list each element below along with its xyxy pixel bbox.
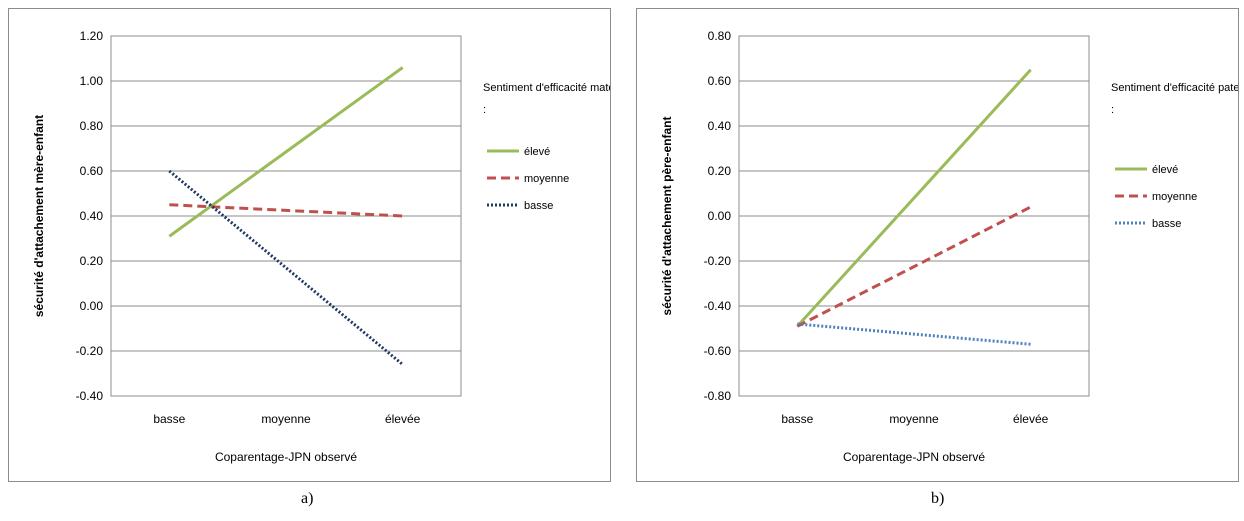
chart-b-ytick-label: -0.40 bbox=[704, 299, 732, 313]
chart-b-legend-title: Sentiment d'efficacité paternelle: bbox=[1111, 82, 1238, 116]
chart-b-xtick-label: moyenne bbox=[889, 412, 939, 426]
chart-a-ytick-label: 0.60 bbox=[80, 164, 104, 178]
chart-a-series-2-line bbox=[169, 203, 403, 218]
chart-b-ytick-label: 0.60 bbox=[708, 74, 732, 88]
caption-b: b) bbox=[931, 490, 945, 507]
chart-b-ytick-label: 0.80 bbox=[708, 29, 732, 43]
chart-a-xlabel: Coparentage-JPN observé bbox=[215, 450, 357, 464]
chart-b-legend-label-2: moyenne bbox=[1152, 191, 1197, 203]
chart-a-xtick-label: élevée bbox=[385, 412, 421, 426]
chart-a-ytick-label: 1.00 bbox=[80, 74, 104, 88]
chart-a-ytick-label: 0.80 bbox=[80, 119, 104, 133]
chart-b-xlabel: Coparentage-JPN observé bbox=[843, 450, 985, 464]
chart-b: 0.80 0.60 0.40 0.20 0.00 -0.20 -0.40 -0.60 -0.80… bbox=[660, 29, 1238, 464]
chart-b-legend-label-1: élevé bbox=[1152, 164, 1178, 176]
chart-b-ytick-label: 0.00 bbox=[708, 209, 732, 223]
chart-b-ytick-label: 0.20 bbox=[708, 164, 732, 178]
chart-b-legend-label-3: basse bbox=[1152, 218, 1181, 230]
chart-a-xtick-label: basse bbox=[153, 412, 185, 426]
chart-a-ytick-label: 0.40 bbox=[80, 209, 104, 223]
chart-b-ytick-label: -0.60 bbox=[704, 344, 732, 358]
chart-panel-a: 1.20 1.00 0.80 0.60 0.40 0.20 0.00 -0.20 -0.40 ba… bbox=[8, 8, 611, 482]
chart-b-ytick-label: -0.80 bbox=[704, 389, 732, 403]
chart-a-ytick-label: 0.00 bbox=[80, 299, 104, 313]
chart-b-ytick-label: -0.20 bbox=[704, 254, 732, 268]
chart-a-ytick-label: 1.20 bbox=[80, 29, 104, 43]
chart-b-xtick-label: basse bbox=[781, 412, 813, 426]
chart-a-ytick-label: -0.40 bbox=[76, 389, 104, 403]
chart-a-ytick-label: -0.20 bbox=[76, 344, 104, 358]
caption-a: a) bbox=[301, 490, 314, 507]
chart-panel-b: 0.80 0.60 0.40 0.20 0.00 -0.20 -0.40 -0.60 -0.80… bbox=[636, 8, 1239, 482]
chart-b-plot-area bbox=[738, 35, 1090, 397]
chart-a-legend-title: Sentiment d'efficacité maternelle: bbox=[483, 82, 610, 116]
chart-a: 1.20 1.00 0.80 0.60 0.40 0.20 0.00 -0.20 -0.40 ba… bbox=[32, 29, 610, 464]
chart-b-series-2-line bbox=[796, 205, 1032, 328]
chart-a-series-3-line bbox=[168, 169, 404, 366]
chart-a-legend-label-2: moyenne bbox=[524, 173, 569, 185]
chart-a-ylabel: sécurité d'attachement mère-enfant bbox=[32, 115, 46, 317]
chart-b-series-3-line bbox=[797, 322, 1031, 346]
chart-a-legend-label-3: basse bbox=[524, 200, 553, 212]
chart-b-series-1-line bbox=[796, 68, 1032, 328]
chart-a-legend-label-1: élevé bbox=[524, 146, 550, 158]
chart-a-plot-area bbox=[110, 35, 462, 397]
chart-b-xtick-label: élevée bbox=[1013, 412, 1049, 426]
chart-a-series-1-line bbox=[168, 66, 404, 238]
chart-b-ylabel: sécurité d'attachement père-enfant bbox=[660, 117, 674, 316]
chart-a-xtick-label: moyenne bbox=[261, 412, 311, 426]
chart-b-ytick-label: 0.40 bbox=[708, 119, 732, 133]
chart-a-ytick-label: 0.20 bbox=[80, 254, 104, 268]
